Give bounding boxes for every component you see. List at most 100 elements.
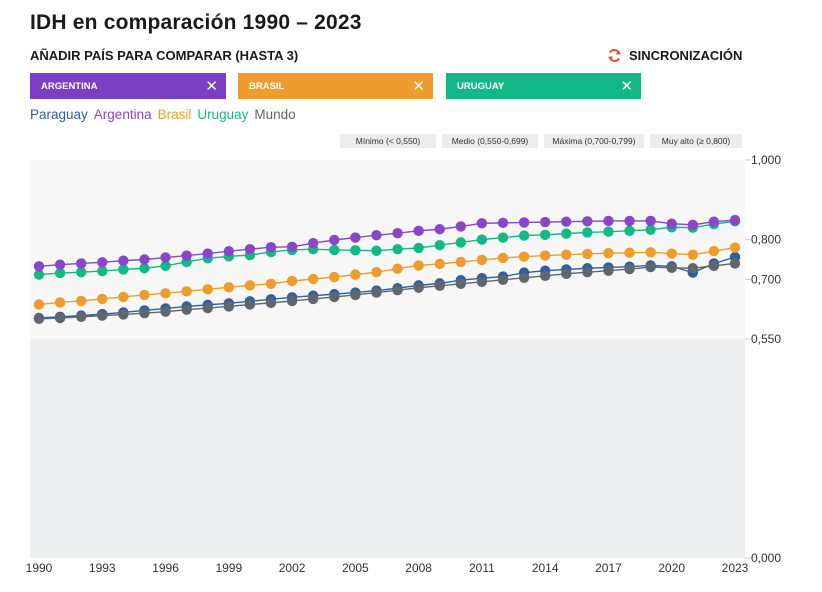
data-point — [160, 288, 171, 299]
data-point — [455, 237, 467, 248]
y-tick-label: 0,550 — [751, 332, 781, 346]
legend-uruguay[interactable]: Uruguay — [197, 107, 249, 122]
x-tick-label: 2020 — [658, 561, 685, 575]
data-point — [476, 234, 488, 245]
data-point — [497, 252, 509, 264]
data-point — [244, 280, 256, 291]
data-point — [455, 221, 467, 232]
data-point — [392, 284, 403, 296]
data-point — [413, 260, 424, 271]
data-point — [476, 276, 488, 287]
data-point — [307, 273, 319, 285]
data-point — [497, 274, 509, 285]
data-point — [708, 245, 720, 257]
data-point — [434, 239, 445, 251]
data-point — [476, 218, 488, 229]
x-axis: 1990 1993 1996 1999 2002 2005 2008 2011 2014 2017… — [26, 561, 749, 575]
data-point — [202, 284, 213, 295]
data-point — [666, 218, 677, 229]
data-point — [265, 241, 277, 253]
legend-brasil[interactable]: Brasil — [157, 107, 192, 122]
data-point — [54, 297, 66, 308]
sync-icon — [608, 49, 621, 62]
data-point — [75, 295, 87, 307]
y-tick-label: 0,800 — [751, 233, 781, 247]
series-line — [38, 256, 736, 319]
data-point — [371, 245, 382, 256]
data-point — [97, 265, 108, 277]
data-point — [118, 309, 129, 320]
legend-paraguay[interactable]: Paraguay — [30, 107, 88, 122]
data-point — [624, 263, 635, 275]
y-tick-label: 0,000 — [751, 551, 781, 565]
data-point — [497, 217, 509, 229]
x-tick-label: 1990 — [26, 561, 53, 575]
add-country-heading: AÑADIR PAÍS PARA COMPARAR (HASTA 3) — [30, 48, 299, 63]
data-point — [202, 302, 213, 314]
close-icon[interactable]: ✕ — [412, 77, 425, 95]
range-high: Máxima (0,700-0,799) — [544, 134, 644, 148]
series-mundo — [33, 258, 741, 325]
data-point — [455, 256, 467, 268]
data-point — [392, 228, 403, 239]
data-point — [518, 251, 530, 262]
x-tick-label: 2005 — [342, 561, 369, 575]
data-point — [33, 261, 45, 272]
data-point — [350, 269, 361, 280]
data-point — [413, 282, 424, 293]
data-point — [539, 250, 551, 261]
data-point — [329, 271, 340, 283]
series-line — [38, 220, 736, 276]
data-point — [687, 263, 699, 274]
data-point — [97, 310, 108, 321]
page-title: IDH en comparación 1990 – 2023 — [30, 11, 362, 34]
data-point — [33, 313, 45, 325]
data-point — [160, 306, 171, 317]
data-point — [223, 282, 235, 293]
data-point — [729, 242, 741, 253]
legend-argentina[interactable]: Argentina — [93, 107, 152, 122]
data-point — [582, 248, 593, 260]
data-point — [244, 243, 256, 255]
x-tick-label: 2002 — [279, 561, 306, 575]
data-point — [181, 250, 192, 261]
legend-mundo[interactable]: Mundo — [254, 107, 296, 122]
data-point — [624, 225, 635, 237]
data-point — [561, 228, 572, 239]
data-point — [286, 241, 298, 252]
data-point — [539, 229, 551, 241]
data-point — [350, 232, 361, 243]
x-tick-label: 2011 — [469, 561, 495, 575]
sync-button[interactable]: SINCRONIZACIÓN — [606, 47, 742, 64]
data-point — [265, 278, 277, 289]
data-point — [54, 312, 66, 324]
y-tick-label: 1,000 — [751, 153, 781, 167]
data-point — [476, 254, 488, 266]
data-point — [307, 293, 319, 305]
data-point — [561, 268, 572, 280]
chip-label: BRASIL — [249, 80, 285, 92]
chip-label: URUGUAY — [457, 80, 505, 92]
data-point — [687, 249, 699, 260]
data-point — [645, 261, 656, 273]
data-point — [708, 216, 720, 227]
chip-label: ARGENTINA — [41, 80, 98, 92]
series-brasil — [33, 242, 741, 310]
data-point — [518, 272, 530, 284]
data-point — [223, 245, 235, 257]
data-point — [286, 295, 298, 307]
close-icon[interactable]: ✕ — [620, 77, 633, 95]
data-point — [223, 301, 235, 312]
series-line — [38, 246, 736, 306]
data-point — [603, 215, 614, 227]
data-point — [455, 278, 467, 289]
data-point — [286, 275, 298, 287]
data-point — [54, 259, 66, 270]
x-tick-label: 1996 — [152, 561, 179, 575]
data-point — [497, 232, 509, 243]
data-point — [645, 215, 656, 227]
chip-argentina: ARGENTINA ✕ — [30, 73, 226, 99]
series-group — [33, 214, 741, 325]
close-icon[interactable]: ✕ — [205, 77, 218, 95]
data-point — [371, 287, 382, 298]
